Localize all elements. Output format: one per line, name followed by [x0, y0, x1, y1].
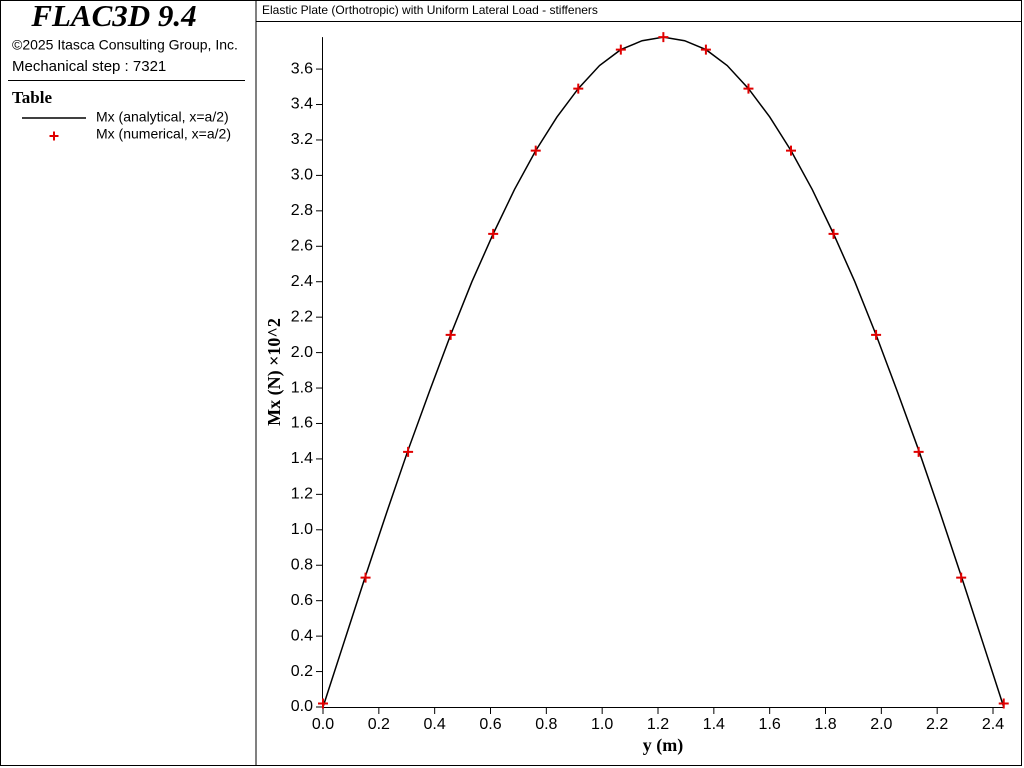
y-tick-label: 3.2 — [291, 131, 313, 148]
y-tick-label: 2.4 — [291, 273, 313, 290]
point — [956, 572, 967, 583]
x-tick-label: 2.4 — [982, 716, 1004, 733]
point — [743, 83, 754, 94]
x-tick-label: 1.8 — [814, 716, 836, 733]
y-tick-label: 0.6 — [291, 592, 313, 609]
x-tick-label: 1.0 — [591, 716, 613, 733]
x-tick-label: 1.4 — [703, 716, 725, 733]
point — [700, 44, 711, 55]
y-tick-label: 0.4 — [291, 627, 313, 644]
x-tick-label: 0.6 — [479, 716, 501, 733]
y-tick-label: 1.2 — [291, 486, 313, 503]
y-tick-label: 1.6 — [291, 415, 313, 432]
chart-title: Elastic Plate (Orthotropic) with Uniform… — [262, 3, 598, 17]
y-axis-label: Mx (N) ×10^2 — [264, 318, 285, 426]
y-tick-label: 2.2 — [291, 308, 313, 325]
point — [615, 44, 626, 55]
legend-swatch — [49, 131, 59, 141]
x-tick-label: 0.8 — [535, 716, 557, 733]
point — [445, 329, 456, 340]
y-tick-label: 3.6 — [291, 60, 313, 77]
point — [403, 446, 414, 457]
x-tick-label: 0.0 — [312, 716, 334, 733]
point — [998, 698, 1009, 709]
y-tick-label: 2.0 — [291, 344, 313, 361]
legend-label: Mx (numerical, x=a/2) — [96, 126, 231, 142]
y-tick-label: 1.4 — [291, 450, 313, 467]
x-axis-label: y (m) — [643, 735, 683, 756]
legend-label: Mx (analytical, x=a/2) — [96, 109, 229, 125]
x-tick-label: 1.2 — [647, 716, 669, 733]
point — [573, 83, 584, 94]
curve — [322, 36, 1005, 708]
x-tick-label: 0.4 — [424, 716, 446, 733]
x-tick-label: 1.6 — [759, 716, 781, 733]
point — [786, 145, 797, 156]
point — [360, 572, 371, 583]
y-tick-label: 2.8 — [291, 202, 313, 219]
copyright: ©2025 Itasca Consulting Group, Inc. — [12, 37, 238, 53]
legend-title: Table — [12, 88, 52, 107]
point — [530, 145, 541, 156]
point — [828, 228, 839, 239]
product-name: FLAC3D 9.4 — [30, 0, 196, 33]
point — [658, 32, 669, 43]
y-tick-label: 0.0 — [291, 698, 313, 715]
x-tick-label: 2.2 — [926, 716, 948, 733]
x-tick-label: 2.0 — [870, 716, 892, 733]
x-tick-label: 0.2 — [368, 716, 390, 733]
y-tick-label: 1.0 — [291, 521, 313, 538]
y-tick-label: 3.0 — [291, 167, 313, 184]
y-tick-label: 3.4 — [291, 96, 313, 113]
status: Mechanical step : 7321 — [12, 58, 166, 75]
point — [871, 329, 882, 340]
point — [318, 698, 328, 709]
point — [913, 446, 924, 457]
y-tick-label: 1.8 — [291, 379, 313, 396]
point — [488, 228, 499, 239]
y-tick-label: 2.6 — [291, 237, 313, 254]
y-tick-label: 0.2 — [291, 663, 313, 680]
y-tick-label: 0.8 — [291, 556, 313, 573]
